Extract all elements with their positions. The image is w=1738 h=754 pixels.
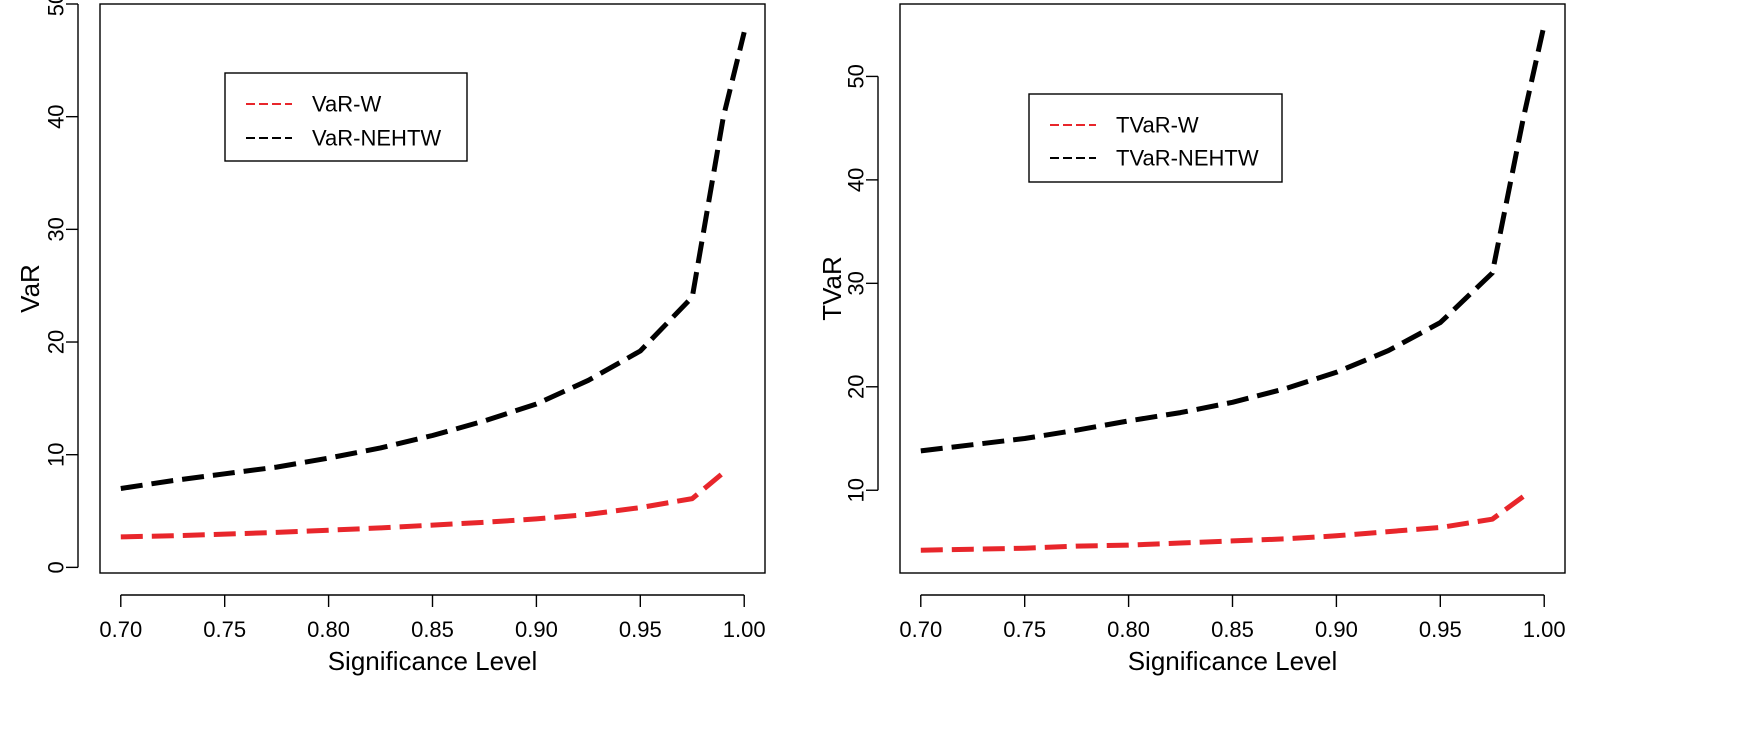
y-tick-label: 0 — [44, 561, 69, 573]
y-axis-title: VaR — [15, 264, 45, 313]
legend-label: TVaR-NEHTW — [1116, 146, 1259, 171]
y-tick-label: 10 — [44, 442, 69, 466]
x-tick-label: 0.90 — [515, 617, 558, 642]
y-tick-label: 30 — [844, 271, 869, 295]
x-tick-label: 0.95 — [1419, 617, 1462, 642]
plot-frame — [899, 3, 1566, 574]
y-tick-label: 10 — [844, 478, 869, 502]
series-line-var-nehtw — [120, 31, 747, 491]
x-tick-label: 0.95 — [619, 617, 662, 642]
legend-box — [224, 72, 468, 162]
legend-label: VaR-NEHTW — [312, 126, 441, 151]
x-tick-label: 0.80 — [307, 617, 350, 642]
legend-label: TVaR-W — [1116, 113, 1199, 138]
series-line-tvar-nehtw — [920, 24, 1547, 454]
x-tick-label: 0.85 — [411, 617, 454, 642]
y-tick-label: 50 — [844, 64, 869, 88]
plot-frame — [99, 3, 766, 574]
series-line-tvar-w — [920, 494, 1525, 553]
x-tick-label: 0.85 — [1211, 617, 1254, 642]
x-axis-title: Significance Level — [328, 646, 538, 676]
x-tick-label: 1.00 — [723, 617, 766, 642]
x-tick-label: 0.90 — [1315, 617, 1358, 642]
series-line-var-w — [120, 470, 725, 540]
y-tick-label: 50 — [44, 0, 69, 16]
y-axis-title: TVaR — [817, 256, 847, 321]
x-tick-label: 0.70 — [99, 617, 142, 642]
x-tick-label: 0.70 — [899, 617, 942, 642]
y-tick-label: 20 — [844, 375, 869, 399]
x-tick-label: 0.80 — [1107, 617, 1150, 642]
x-tick-label: 0.75 — [203, 617, 246, 642]
legend-box — [1028, 93, 1283, 183]
x-tick-label: 0.75 — [1003, 617, 1046, 642]
y-tick-label: 40 — [44, 104, 69, 128]
y-tick-label: 40 — [844, 168, 869, 192]
legend-label: VaR-W — [312, 92, 381, 117]
y-tick-label: 30 — [44, 217, 69, 241]
x-axis-title: Significance Level — [1128, 646, 1338, 676]
y-tick-label: 20 — [44, 330, 69, 354]
x-tick-label: 1.00 — [1523, 617, 1566, 642]
